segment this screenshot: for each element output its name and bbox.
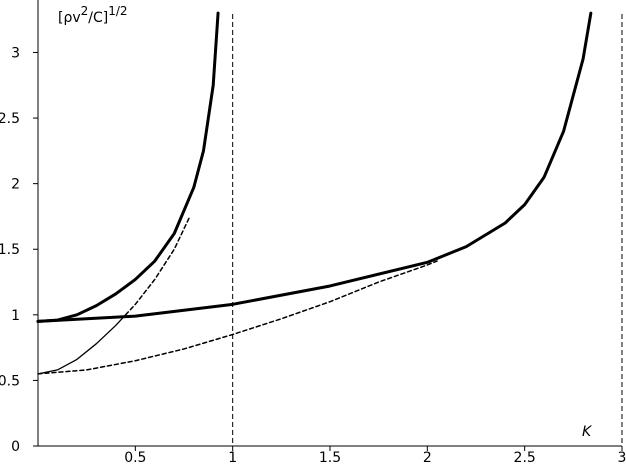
curve — [36, 11, 220, 323]
y-label-part: [ρv — [58, 10, 81, 26]
curve — [37, 314, 127, 375]
y-label-part: 1/2 — [108, 4, 127, 18]
y-tick-label: 1.5 — [0, 242, 20, 258]
x-tick-label: 0.5 — [124, 450, 146, 466]
curve — [36, 11, 593, 323]
y-axis-label: [ρv2/C]1/2 — [58, 4, 128, 26]
y-tick-label: 3 — [11, 45, 20, 61]
y-label-part: 2 — [81, 4, 89, 18]
curve — [37, 260, 438, 375]
x-axis-label: K — [582, 424, 593, 440]
x-tick-label: 2.5 — [514, 450, 536, 466]
y-tick-label: 0.5 — [0, 373, 20, 389]
x-tick-label: 1.5 — [319, 450, 341, 466]
y-tick-label: 0 — [11, 439, 20, 455]
x-tick-label: 1 — [228, 450, 237, 466]
y-label-part: /C] — [88, 10, 108, 26]
x-tick-label: 2 — [423, 450, 432, 466]
curve — [124, 215, 191, 316]
y-tick-label: 2.5 — [0, 111, 20, 127]
y-tick-label: 1 — [11, 308, 20, 324]
y-tick-label: 2 — [11, 177, 20, 193]
x-tick-label: 3 — [618, 450, 626, 466]
